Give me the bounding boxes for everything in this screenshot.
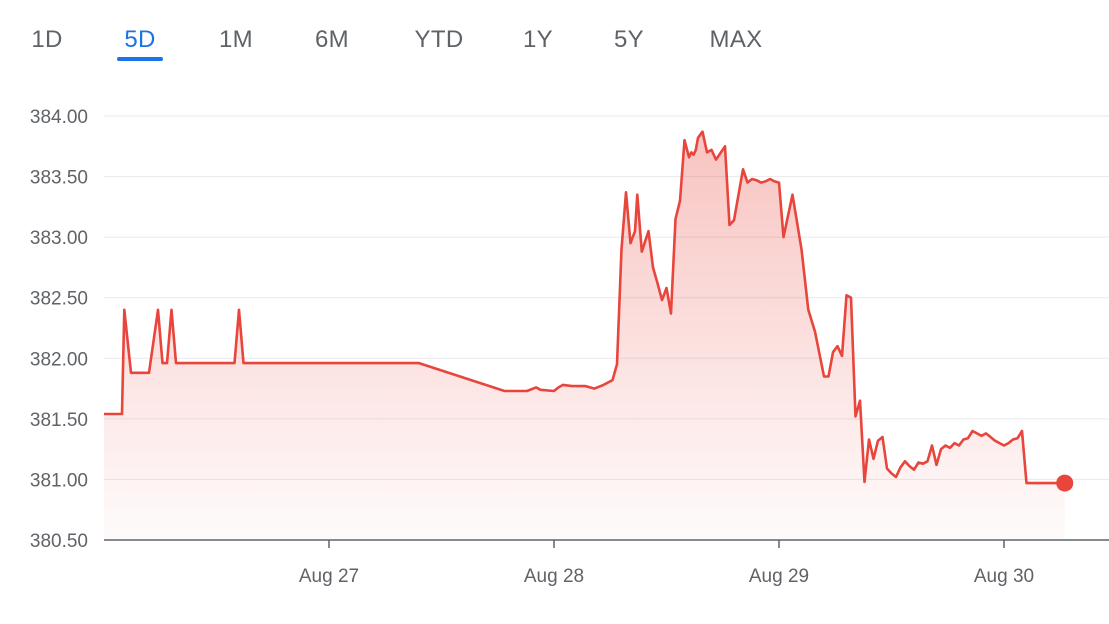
y-tick-label: 380.50	[30, 531, 88, 552]
price-area-fill	[104, 131, 1067, 540]
x-axis-ticks: Aug 27 Aug 28 Aug 29 Aug 30	[299, 540, 1034, 587]
tab-1y-label: 1Y	[523, 26, 553, 53]
tab-1m[interactable]: 1M	[210, 22, 262, 62]
y-tick-label: 383.00	[30, 228, 88, 249]
active-tab-underline	[117, 57, 163, 61]
tab-5d[interactable]: 5D	[117, 22, 163, 62]
y-tick-label: 382.50	[30, 289, 88, 310]
x-tick-label: Aug 28	[524, 566, 584, 587]
tab-5d-label: 5D	[124, 26, 156, 53]
y-tick-label: 381.00	[30, 470, 88, 491]
y-tick-label: 383.50	[30, 168, 88, 189]
tab-1y[interactable]: 1Y	[514, 22, 562, 62]
y-tick-label: 381.50	[30, 410, 88, 431]
x-tick-label: Aug 30	[974, 566, 1034, 587]
range-tabs: 1D 5D 1M 6M YTD 1Y 5Y MAX	[0, 22, 1109, 66]
tab-5y-label: 5Y	[614, 26, 644, 53]
tab-5y[interactable]: 5Y	[605, 22, 653, 62]
tab-1d-label: 1D	[31, 26, 63, 53]
y-axis-labels: 384.00 383.50 383.00 382.50 382.00 381.50 381.…	[30, 107, 88, 552]
tab-6m[interactable]: 6M	[304, 22, 360, 62]
tab-ytd-label: YTD	[414, 26, 464, 53]
price-line	[104, 130, 1069, 485]
last-price-dot[interactable]	[1056, 474, 1074, 492]
x-tick-label: Aug 27	[299, 566, 359, 587]
x-tick-label: Aug 29	[749, 566, 809, 587]
tab-1d[interactable]: 1D	[22, 22, 72, 62]
tab-ytd[interactable]: YTD	[406, 22, 472, 62]
y-tick-label: 382.00	[30, 349, 88, 370]
tab-1m-label: 1M	[219, 26, 253, 53]
tab-6m-label: 6M	[315, 26, 349, 53]
tab-max-label: MAX	[709, 26, 763, 53]
tab-max[interactable]: MAX	[700, 22, 772, 62]
y-tick-label: 384.00	[30, 107, 88, 128]
